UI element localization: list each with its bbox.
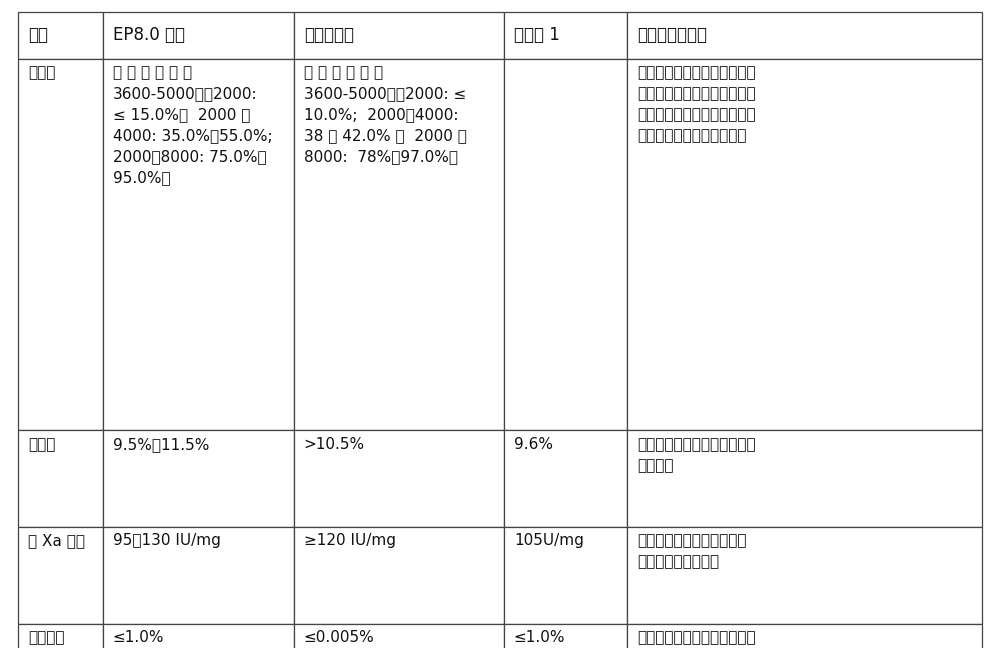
- Text: 对比例 1: 对比例 1: [514, 26, 560, 44]
- Text: 重 均 分 子 量 为
3600-5000，＜2000:
≤ 15.0%；  2000 ～
4000: 35.0%～55.0%;
2000～8000: 75.0: 重 均 分 子 量 为 3600-5000，＜2000: ≤ 15.0%； 20…: [113, 65, 272, 185]
- Text: ≤1.0%: ≤1.0%: [113, 631, 164, 645]
- Text: >10.5%: >10.5%: [304, 437, 365, 452]
- Bar: [627, 430, 982, 527]
- Text: 本发明产品分子量较集中，用
药有效成份所占比例更高，其
中小分子部分和大分资部分所
占比例低于其它厂家的比例: 本发明产品分子量较集中，用 药有效成份所占比例更高，其 中小分子部分和大分资部分…: [637, 65, 756, 143]
- Text: 本发明产品优势: 本发明产品优势: [637, 26, 707, 44]
- Text: EP8.0 标准: EP8.0 标准: [113, 26, 185, 44]
- Bar: [18, 12, 103, 58]
- Text: 有机溶剂: 有机溶剂: [28, 631, 64, 645]
- Bar: [504, 58, 627, 430]
- Text: 105U/mg: 105U/mg: [514, 533, 584, 548]
- Text: 项目: 项目: [28, 26, 48, 44]
- Bar: [103, 12, 294, 58]
- Bar: [294, 430, 504, 527]
- Bar: [103, 430, 294, 527]
- Text: ≥120 IU/mg: ≥120 IU/mg: [304, 533, 396, 548]
- Text: 钙含量: 钙含量: [28, 437, 55, 452]
- Bar: [294, 527, 504, 624]
- Text: 95～130 IU/mg: 95～130 IU/mg: [113, 533, 221, 548]
- Bar: [103, 527, 294, 624]
- Text: ≤1.0%: ≤1.0%: [514, 631, 565, 645]
- Bar: [18, 624, 103, 648]
- Text: 抗 Xa 效价: 抗 Xa 效价: [28, 533, 85, 548]
- Text: 本发明产品: 本发明产品: [304, 26, 354, 44]
- Bar: [18, 430, 103, 527]
- Bar: [18, 527, 103, 624]
- Bar: [294, 624, 504, 648]
- Bar: [627, 58, 982, 430]
- Bar: [627, 527, 982, 624]
- Bar: [18, 58, 103, 430]
- Bar: [504, 624, 627, 648]
- Bar: [504, 430, 627, 527]
- Bar: [504, 12, 627, 58]
- Text: 重 均 分 子 量 为
3600-5000，＜2000: ≤
10.0%;  2000～4000:
38 ～ 42.0% ；  2000 ～
8000:  78: 重 均 分 子 量 为 3600-5000，＜2000: ≤ 10.0%; 20…: [304, 65, 467, 164]
- Bar: [627, 624, 982, 648]
- Bar: [504, 527, 627, 624]
- Text: 本发明产品抗栓活性能力更
强，产品呢纯度更高: 本发明产品抗栓活性能力更 强，产品呢纯度更高: [637, 533, 747, 570]
- Text: 分子量: 分子量: [28, 65, 55, 80]
- Bar: [294, 12, 504, 58]
- Text: ≤0.005%: ≤0.005%: [304, 631, 374, 645]
- Text: 9.6%: 9.6%: [514, 437, 553, 452]
- Bar: [103, 58, 294, 430]
- Text: 本发明产品有机溶剂残留量更: 本发明产品有机溶剂残留量更: [637, 631, 756, 645]
- Bar: [103, 624, 294, 648]
- Bar: [627, 12, 982, 58]
- Text: 9.5%～11.5%: 9.5%～11.5%: [113, 437, 209, 452]
- Text: 本发明产品转钙比较彻底，钙
含量较高: 本发明产品转钙比较彻底，钙 含量较高: [637, 437, 756, 472]
- Bar: [294, 58, 504, 430]
